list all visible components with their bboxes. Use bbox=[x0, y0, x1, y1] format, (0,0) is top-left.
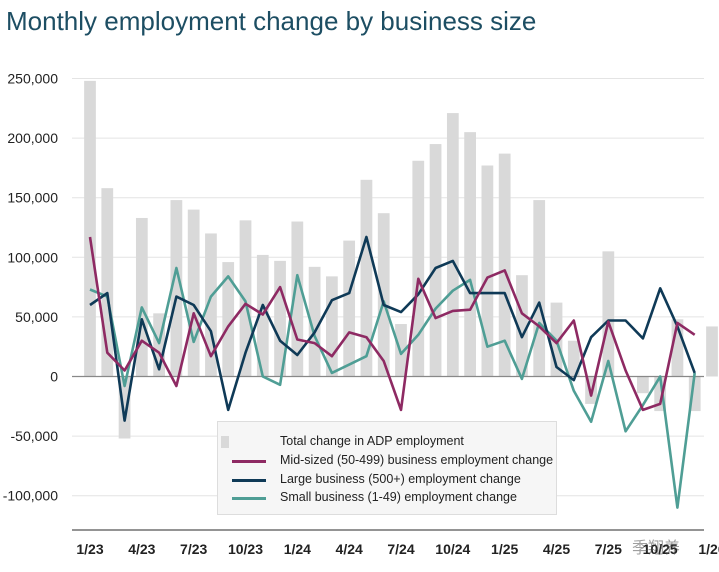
y-tick-label: 0 bbox=[50, 369, 58, 385]
x-tick-label: 10/24 bbox=[435, 541, 470, 557]
x-tick-label: 10/25 bbox=[643, 541, 678, 557]
x-tick-labels: 1/23 4/23 7/23 10/23 1/24 4/24 7/24 10/24 1/25 4/… bbox=[76, 541, 719, 557]
bar-total-change bbox=[118, 376, 131, 439]
x-tick-label: 4/23 bbox=[128, 541, 155, 557]
bar-total-change bbox=[533, 200, 546, 377]
legend-swatch-total bbox=[221, 436, 229, 448]
series-lines bbox=[88, 235, 696, 509]
line-midsized bbox=[88, 236, 696, 412]
bar-total-change bbox=[326, 276, 338, 377]
bar-total-change bbox=[706, 326, 718, 377]
x-tick-label: 4/25 bbox=[543, 541, 570, 557]
legend-swatch-large bbox=[232, 479, 266, 482]
bar-total-change bbox=[187, 209, 200, 377]
bar-total-change bbox=[637, 376, 649, 394]
line-large bbox=[89, 235, 696, 422]
bar-total-change bbox=[481, 165, 494, 377]
bar-total-change bbox=[135, 217, 148, 377]
y-tick-label: 100,000 bbox=[7, 249, 58, 265]
bar-total-change bbox=[222, 262, 235, 377]
y-tick-label: -100,000 bbox=[3, 488, 58, 504]
bar-total-change bbox=[464, 132, 476, 377]
bar-total-change bbox=[308, 266, 321, 377]
bar-total-change bbox=[498, 153, 511, 377]
bar-total-change bbox=[377, 213, 390, 377]
watermark-text: 季翔养 bbox=[632, 538, 681, 557]
bar-total-change bbox=[274, 260, 286, 377]
legend-label-total: Total change in ADP employment bbox=[280, 434, 464, 448]
bar-total-change bbox=[205, 233, 217, 377]
bar-total-change bbox=[429, 144, 442, 377]
bar-total-change bbox=[516, 275, 528, 377]
bar-total-change bbox=[567, 340, 580, 377]
bar-total-change bbox=[688, 376, 701, 412]
legend-label-midsized: Mid-sized (50-499) business employment c… bbox=[280, 453, 554, 467]
bar-total-change bbox=[101, 188, 114, 377]
y-tick-label: 250,000 bbox=[7, 71, 58, 87]
y-tick-label: 50,000 bbox=[15, 309, 58, 325]
legend-label-large: Large business (500+) employment change bbox=[280, 472, 521, 486]
bar-total-change bbox=[343, 240, 356, 377]
bar-total-change bbox=[170, 200, 183, 377]
x-tick-label: 7/24 bbox=[387, 541, 414, 557]
legend: Total change in ADP employment Mid-sized… bbox=[217, 421, 557, 515]
legend-swatch-small bbox=[232, 497, 266, 500]
bar-total-change bbox=[412, 160, 425, 377]
bar-total-change bbox=[602, 251, 615, 377]
bar-total-change bbox=[671, 319, 684, 377]
x-tick-label: 1/25 bbox=[491, 541, 518, 557]
bar-total-change bbox=[84, 80, 96, 377]
bar-total-change bbox=[291, 221, 304, 377]
bars-total-change bbox=[84, 80, 718, 439]
x-tick-label: 10/23 bbox=[228, 541, 263, 557]
y-tick-label: 150,000 bbox=[7, 190, 58, 206]
x-tick-label: 1/24 bbox=[284, 541, 311, 557]
y-tick-labels: 250,000 200,000 150,000 100,000 50,000 0 -50,0… bbox=[3, 71, 58, 504]
legend-swatch-midsized bbox=[232, 460, 266, 463]
bar-total-change bbox=[446, 113, 459, 377]
x-tick-label: 1/26 bbox=[698, 541, 719, 557]
x-tick-label: 4/24 bbox=[336, 541, 363, 557]
bar-total-change bbox=[654, 376, 667, 412]
bar-total-change bbox=[239, 220, 252, 377]
x-tick-label: 7/25 bbox=[595, 541, 622, 557]
x-tick-label: 7/23 bbox=[180, 541, 207, 557]
x-tick-label: 1/23 bbox=[76, 541, 103, 557]
bar-total-change bbox=[360, 179, 373, 377]
chart-title: Monthly employment change by business si… bbox=[6, 6, 537, 36]
legend-label-small: Small business (1-49) employment change bbox=[280, 490, 517, 504]
y-tick-label: -50,000 bbox=[11, 428, 59, 444]
y-tick-label: 200,000 bbox=[7, 130, 58, 146]
bar-total-change bbox=[153, 313, 165, 377]
